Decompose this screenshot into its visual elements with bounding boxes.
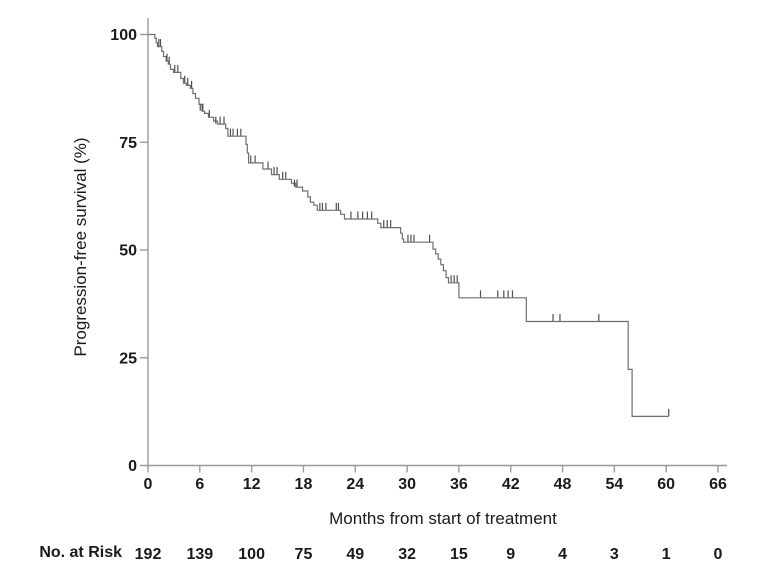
at-risk-count: 1 [662,546,671,563]
x-tick-label: 6 [195,476,204,493]
y-tick-label: 0 [128,458,137,475]
at-risk-count: 9 [506,546,515,563]
at-risk-count: 75 [295,546,313,563]
x-tick-label: 0 [144,476,153,493]
at-risk-count: 32 [398,546,416,563]
y-tick-label: 50 [119,243,137,260]
at-risk-count: 139 [186,546,213,563]
at-risk-count: 192 [135,546,162,563]
at-risk-count: 15 [450,546,468,563]
at-risk-count: 4 [558,546,567,563]
x-tick-label: 48 [554,476,572,493]
y-tick-label: 100 [110,27,137,44]
x-tick-label: 30 [398,476,416,493]
x-tick-label: 12 [243,476,261,493]
x-tick-label: 60 [657,476,675,493]
y-tick-label: 75 [119,135,137,152]
x-axis-title: Months from start of treatment [329,509,557,528]
y-tick-label: 25 [119,350,137,367]
x-tick-label: 42 [502,476,520,493]
at-risk-count: 49 [346,546,364,563]
x-tick-label: 18 [295,476,313,493]
km-curve [148,33,669,417]
x-tick-label: 54 [605,476,623,493]
x-tick-label: 36 [450,476,468,493]
at-risk-label: No. at Risk [39,544,122,561]
x-tick-label: 66 [709,476,727,493]
at-risk-count: 0 [714,546,723,563]
at-risk-count: 100 [238,546,265,563]
x-tick-label: 24 [346,476,364,493]
at-risk-count: 3 [610,546,619,563]
